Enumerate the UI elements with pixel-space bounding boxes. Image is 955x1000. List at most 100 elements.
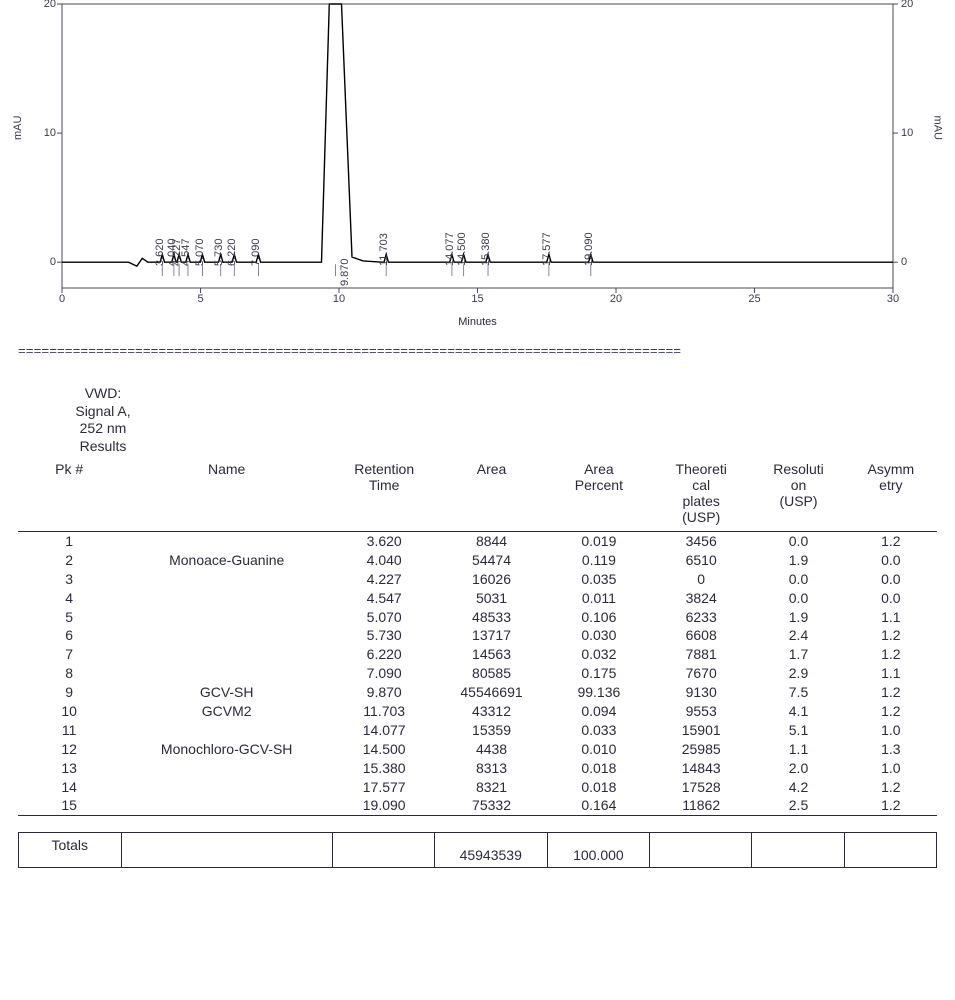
cell-area: 16026 — [435, 570, 547, 589]
cell-area: 4438 — [435, 740, 547, 759]
cell-res: 1.9 — [752, 551, 844, 570]
cell-name — [120, 721, 333, 740]
peak-rt-label: 3.620 — [154, 239, 166, 267]
cell-tp: 0 — [650, 570, 752, 589]
cell-tp: 11862 — [650, 796, 752, 815]
x-tick-label: 5 — [197, 293, 203, 305]
cell-res: 5.1 — [752, 721, 844, 740]
x-axis-title: Minutes — [458, 316, 497, 328]
th-area: Area — [435, 459, 547, 532]
cell-pk: 12 — [18, 740, 120, 759]
cell-tp: 14843 — [650, 759, 752, 778]
table-row: 13.62088440.01934560.01.2 — [18, 532, 937, 551]
cell-area: 8313 — [435, 759, 547, 778]
cell-name — [120, 532, 333, 551]
peak-rt-label: 14.500 — [456, 233, 468, 267]
peak-rt-label: 17.577 — [541, 233, 553, 267]
cell-rt: 4.227 — [333, 570, 435, 589]
table-row: 87.090805850.17576702.91.1 — [18, 664, 937, 683]
table-row: 1114.077153590.033159015.11.0 — [18, 721, 937, 740]
totals-area: 45943539 — [434, 833, 547, 868]
cell-ap: 0.010 — [548, 740, 650, 759]
cell-asy: 1.2 — [845, 702, 937, 721]
peak-rt-label: 15.380 — [480, 233, 492, 267]
cell-asy: 0.0 — [845, 551, 937, 570]
cell-tp: 9553 — [650, 702, 752, 721]
cell-name: Monochloro-GCV-SH — [120, 740, 333, 759]
cell-name: GCVM2 — [120, 702, 333, 721]
cell-ap: 0.018 — [548, 759, 650, 778]
table-row: 65.730137170.03066082.41.2 — [18, 626, 937, 645]
results-table: Pk # Name Retention Time Area Area Perce… — [18, 459, 937, 816]
cell-asy: 1.2 — [845, 683, 937, 702]
results-title-l3: 252 nm — [80, 420, 127, 436]
cell-area: 48533 — [435, 608, 547, 627]
y-tick-label-left: 10 — [32, 127, 56, 139]
cell-area: 80585 — [435, 664, 547, 683]
peak-rt-label: 7.090 — [250, 239, 262, 267]
cell-res: 7.5 — [752, 683, 844, 702]
cell-ap: 0.119 — [548, 551, 650, 570]
cell-asy: 1.1 — [845, 664, 937, 683]
table-row: 1519.090753320.164118622.51.2 — [18, 796, 937, 815]
x-tick-label: 30 — [887, 293, 899, 305]
cell-pk: 7 — [18, 645, 120, 664]
cell-rt: 6.220 — [333, 645, 435, 664]
totals-res-cell — [752, 833, 844, 868]
cell-tp: 7670 — [650, 664, 752, 683]
cell-asy: 1.2 — [845, 796, 937, 815]
cell-name — [120, 570, 333, 589]
cell-name — [120, 608, 333, 627]
results-block-title: VWD: Signal A, 252 nm Results — [48, 385, 158, 455]
cell-rt: 3.620 — [333, 532, 435, 551]
cell-ap: 0.030 — [548, 626, 650, 645]
cell-asy: 1.2 — [845, 778, 937, 797]
y-tick-label-right: 20 — [901, 0, 925, 10]
peak-rt-label: 19.090 — [583, 233, 595, 267]
cell-tp: 9130 — [650, 683, 752, 702]
cell-rt: 5.070 — [333, 608, 435, 627]
totals-label: Totals — [19, 833, 122, 868]
cell-name: GCV-SH — [120, 683, 333, 702]
cell-pk: 14 — [18, 778, 120, 797]
cell-rt: 11.703 — [333, 702, 435, 721]
table-row: 9GCV-SH9.8704554669199.13691307.51.2 — [18, 683, 937, 702]
cell-name: Monoace-Guanine — [120, 551, 333, 570]
results-title-l4: Results — [80, 438, 127, 454]
cell-pk: 6 — [18, 626, 120, 645]
cell-asy: 1.1 — [845, 608, 937, 627]
chromatogram-chart: mAU mAU VWD: Signal A, 252 nm Retention … — [18, 0, 937, 330]
cell-rt: 4.040 — [333, 551, 435, 570]
cell-pk: 2 — [18, 551, 120, 570]
cell-name — [120, 626, 333, 645]
cell-ap: 0.011 — [548, 589, 650, 608]
cell-name — [120, 645, 333, 664]
cell-rt: 14.500 — [333, 740, 435, 759]
chromatogram-svg — [18, 0, 937, 330]
table-row: 55.070485330.10662331.91.1 — [18, 608, 937, 627]
cell-res: 4.1 — [752, 702, 844, 721]
results-title-l1: VWD: — [85, 385, 122, 401]
cell-asy: 1.2 — [845, 645, 937, 664]
cell-tp: 17528 — [650, 778, 752, 797]
cell-area: 45546691 — [435, 683, 547, 702]
cell-asy: 1.0 — [845, 721, 937, 740]
cell-res: 2.5 — [752, 796, 844, 815]
cell-asy: 1.3 — [845, 740, 937, 759]
cell-pk: 11 — [18, 721, 120, 740]
cell-pk: 1 — [18, 532, 120, 551]
cell-name — [120, 778, 333, 797]
x-tick-label: 0 — [59, 293, 65, 305]
cell-asy: 0.0 — [845, 570, 937, 589]
table-row: 34.227160260.03500.00.0 — [18, 570, 937, 589]
cell-tp: 6510 — [650, 551, 752, 570]
cell-name — [120, 589, 333, 608]
cell-rt: 17.577 — [333, 778, 435, 797]
results-title-l2: Signal A, — [75, 403, 130, 419]
peak-rt-label: 6.220 — [226, 239, 238, 267]
cell-asy: 0.0 — [845, 589, 937, 608]
cell-pk: 15 — [18, 796, 120, 815]
x-tick-label: 20 — [610, 293, 622, 305]
cell-rt: 14.077 — [333, 721, 435, 740]
cell-ap: 0.164 — [548, 796, 650, 815]
